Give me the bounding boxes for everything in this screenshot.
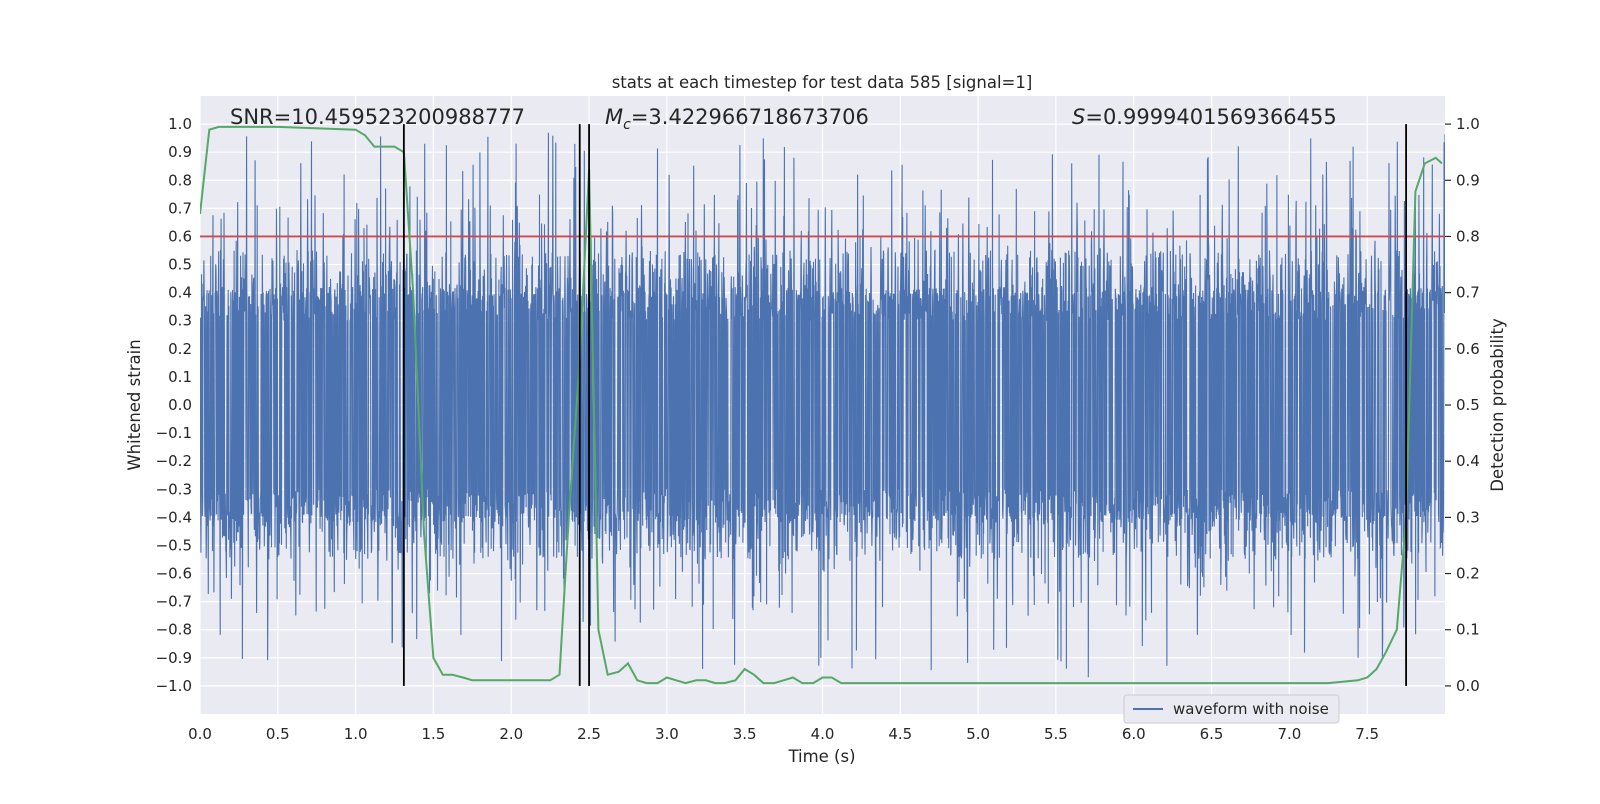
y-axis-label: Whitened strain <box>125 339 144 470</box>
y2-tick-label: 0.5 <box>1456 396 1480 414</box>
y2-tick-label: 0.1 <box>1456 621 1480 639</box>
y2-tick-label: 0.3 <box>1456 508 1480 526</box>
x-tick-label: 7.5 <box>1355 725 1379 743</box>
y2-tick-label: 0.4 <box>1456 452 1480 470</box>
y-tick-label: 0.3 <box>168 312 192 330</box>
x-tick-label: 7.0 <box>1277 725 1301 743</box>
x-tick-label: 2.5 <box>577 725 601 743</box>
y2-tick-label: 0.7 <box>1456 284 1480 302</box>
x-tick-label: 4.0 <box>811 725 835 743</box>
snr-annotation: SNR=10.459523200988777 <box>230 105 525 129</box>
y2-tick-label: 0.9 <box>1456 171 1480 189</box>
y-tick-label: 0.5 <box>168 256 192 274</box>
mc-value: =3.422966718673706 <box>631 105 869 129</box>
x-tick-label: 2.0 <box>499 725 523 743</box>
x-axis-label: Time (s) <box>787 747 855 766</box>
y-tick-label: 0.6 <box>168 227 192 245</box>
x-tick-label: 0.0 <box>188 725 212 743</box>
mc-subscript: c <box>623 117 631 133</box>
x-ticks: 0.0 0.5 1.0 1.5 2.0 2.5 3.0 3.5 4.0 4.5 5.0 5.5 6.0 6… <box>188 725 1379 743</box>
s-value: =0.9999401569366455 <box>1085 105 1336 129</box>
y-tick-label: 0.0 <box>168 396 192 414</box>
x-tick-label: 3.5 <box>733 725 757 743</box>
y-tick-label: 0.4 <box>168 284 192 302</box>
y2-tick-label: 0.2 <box>1456 565 1480 583</box>
x-tick-label: 1.5 <box>422 725 446 743</box>
x-tick-label: 5.5 <box>1044 725 1068 743</box>
y-tick-label: 1.0 <box>168 115 192 133</box>
y-tick-label: 0.2 <box>168 340 192 358</box>
x-tick-label: 6.0 <box>1122 725 1146 743</box>
y2-tick-label: 0.0 <box>1456 677 1480 695</box>
y-tick-label: −0.4 <box>156 508 192 526</box>
y-tick-label: −0.6 <box>156 565 192 583</box>
legend: waveform with noise <box>1123 694 1340 724</box>
y-tick-label: −0.9 <box>156 649 192 667</box>
x-tick-label: 5.0 <box>966 725 990 743</box>
s-annotation: S=0.9999401569366455 <box>1072 105 1337 129</box>
y2-tick-label: 0.6 <box>1456 340 1480 358</box>
y-tick-label: 0.9 <box>168 143 192 161</box>
x-tick-label: 1.0 <box>344 725 368 743</box>
y-ticks: −1.0 −0.9 −0.8 −0.7 −0.6 −0.5 −0.4 −0.3 −0.2 −0.1… <box>156 115 192 695</box>
plot-area <box>200 124 1445 686</box>
y-tick-label: −0.8 <box>156 621 192 639</box>
y-tick-label: −0.5 <box>156 536 192 554</box>
legend-box <box>1123 694 1340 724</box>
x-tick-label: 6.5 <box>1200 725 1224 743</box>
series-detection-probability <box>200 125 1443 685</box>
series-waveform-with-noise <box>200 132 1445 678</box>
mc-symbol: M <box>605 105 623 129</box>
y-tick-label: −0.3 <box>156 480 192 498</box>
x-tick-label: 4.5 <box>888 725 912 743</box>
y-tick-label: −0.2 <box>156 452 192 470</box>
y-tick-label: 0.7 <box>168 199 192 217</box>
y-tick-label: 0.8 <box>168 171 192 189</box>
x-tick-label: 3.0 <box>655 725 679 743</box>
y-tick-label: 0.1 <box>168 368 192 386</box>
y2-ticks: 0.0 0.1 0.2 0.3 0.4 0.5 0.6 0.7 0.8 0.9 1.0 <box>1445 115 1480 695</box>
y-tick-label: −1.0 <box>156 677 192 695</box>
x-tick-label: 0.5 <box>266 725 290 743</box>
y2-tick-label: 0.8 <box>1456 227 1480 245</box>
y-tick-label: −0.1 <box>156 424 192 442</box>
chart-title: stats at each timestep for test data 585… <box>612 73 1033 92</box>
legend-label-waveform: waveform with noise <box>1173 700 1329 718</box>
s-symbol: S <box>1072 105 1085 129</box>
y2-tick-label: 1.0 <box>1456 115 1480 133</box>
mc-annotation: Mc=3.422966718673706 <box>605 105 869 133</box>
y-tick-label: −0.7 <box>156 593 192 611</box>
y2-axis-label: Detection probability <box>1488 318 1507 492</box>
